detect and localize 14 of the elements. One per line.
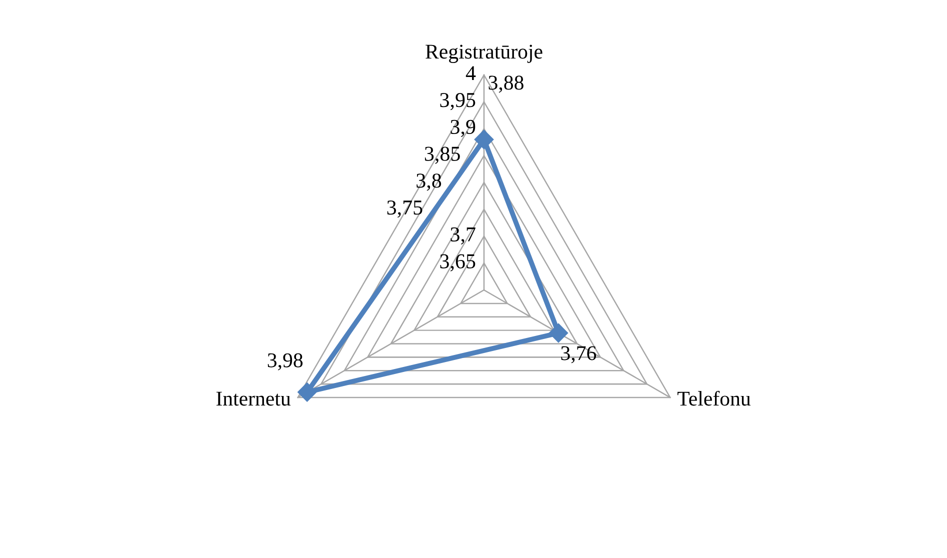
spoke-label: Telefonu xyxy=(678,390,751,406)
data-label: 3,76 xyxy=(561,346,596,364)
spoke-label: Registratūroje xyxy=(426,44,542,63)
y-tick-label: 3,75 xyxy=(387,200,422,218)
y-tick-label: 3,7 xyxy=(450,227,476,245)
y-tick-label: 3,85 xyxy=(424,146,460,164)
data-label: 3,88 xyxy=(488,76,524,93)
data-label: 3,98 xyxy=(268,353,303,370)
y-tick-label: 3,8 xyxy=(416,174,442,191)
y-tick-label: 3,65 xyxy=(440,254,476,272)
y-tick-label: 4 xyxy=(466,66,476,80)
spoke-label: Internetu xyxy=(216,392,291,406)
y-tick-label: 3,9 xyxy=(450,120,476,138)
y-tick-label: 3,95 xyxy=(440,93,476,110)
